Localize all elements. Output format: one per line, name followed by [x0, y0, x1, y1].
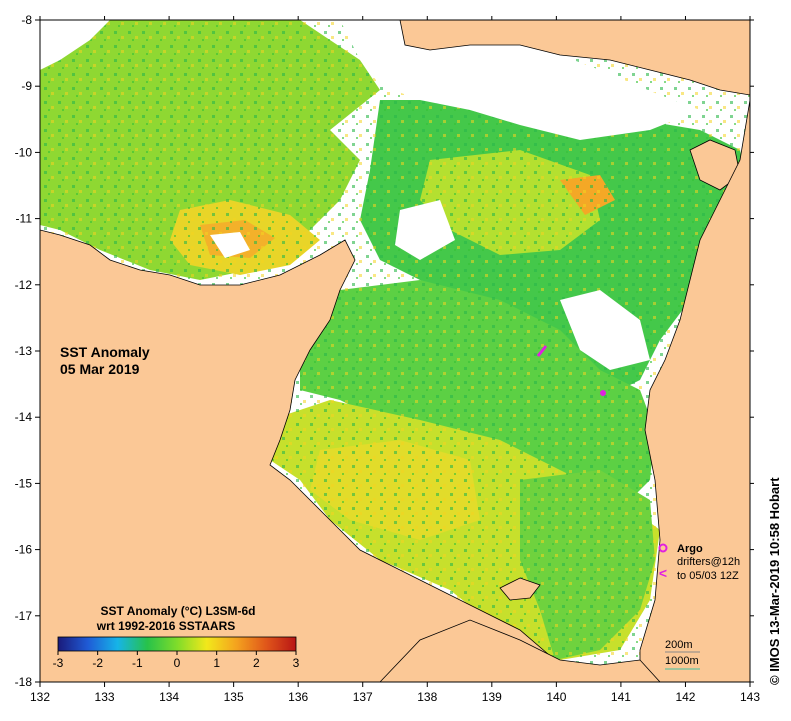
x-tick-label: 137: [353, 690, 373, 704]
land-new-guinea: [399, 20, 750, 96]
x-tick-label: 132: [30, 690, 50, 704]
y-tick-label: -9: [21, 79, 32, 93]
x-tick-label: 136: [288, 690, 308, 704]
legend: Argo drifters@12h < to 05/03 12Z 200m 10…: [658, 543, 740, 670]
land: [40, 20, 750, 682]
colorbar-tick-label: 1: [213, 656, 220, 670]
y-tick-label: -16: [15, 543, 33, 557]
drifter-legend-icon: <: [659, 565, 667, 581]
x-tick-label: 139: [482, 690, 502, 704]
nodata-cloud-5: [210, 232, 250, 258]
y-axis: -8-9-10-11-12-13-14-15-16-17-18: [15, 13, 754, 689]
drifter-track: [536, 345, 548, 357]
argo-legend-icon: [658, 543, 668, 553]
x-tick-label: 135: [224, 690, 244, 704]
colorbar-tick-label: -1: [132, 656, 143, 670]
colorbar-title-line2: wrt 1992-2016 SSTAARS: [96, 619, 236, 633]
x-tick-label: 142: [675, 690, 695, 704]
y-tick-label: -14: [15, 410, 33, 424]
colorbar-tick-label: 0: [174, 656, 181, 670]
map-title-line2: 05 Mar 2019: [60, 361, 140, 377]
sst-field: [40, 20, 750, 682]
y-tick-label: -12: [15, 278, 33, 292]
y-tick-label: -10: [15, 145, 33, 159]
nodata-cloud-4: [560, 290, 650, 370]
colorbar-tick-label: -3: [53, 656, 64, 670]
y-tick-label: -15: [15, 476, 33, 490]
colorbar-tick-label: 3: [293, 656, 300, 670]
x-tick-label: 141: [611, 690, 631, 704]
x-tick-label: 138: [417, 690, 437, 704]
x-axis: 132 133 134 135 136 137 138 139 140 141 142 143: [30, 16, 760, 704]
argo-legend-label: Argo: [677, 543, 703, 555]
drifters-legend-line1: drifters@12h: [677, 556, 740, 568]
drifters-legend-line2: to 05/03 12Z: [677, 570, 739, 582]
colorbar-bar: [57, 636, 297, 652]
x-tick-label: 133: [95, 690, 115, 704]
y-tick-label: -8: [21, 13, 32, 27]
observation-markers: [536, 345, 606, 396]
nodata-cloud-3: [395, 200, 455, 260]
x-tick-label: 143: [740, 690, 760, 704]
land-gulf-south: [379, 619, 661, 682]
x-tick-label: 140: [546, 690, 566, 704]
depth-1000-label: 1000m: [665, 655, 699, 667]
x-tick-label: 134: [159, 690, 179, 704]
map-plot-area: [40, 20, 750, 682]
colorbar-tick-label: 2: [253, 656, 260, 670]
y-tick-label: -18: [15, 675, 33, 689]
colorbar-ticks: -3 -2 -1 0 1 2 3: [53, 651, 300, 670]
copyright-text: © IMOS 13-Mar-2019 10:58 Hobart: [767, 477, 782, 685]
y-tick-label: -17: [15, 609, 33, 623]
argo-float-marker: [600, 390, 606, 396]
colorbar-tick-label: -2: [92, 656, 103, 670]
nodata-cloud-2: [40, 20, 110, 70]
land-arnhem-land: [40, 229, 581, 682]
depth-200-label: 200m: [665, 639, 693, 651]
map-title-line1: SST Anomaly: [60, 344, 150, 360]
colorbar: SST Anomaly (°C) L3SM-6d wrt 1992-2016 S…: [53, 604, 300, 670]
y-tick-label: -11: [16, 212, 33, 226]
colorbar-title-line1: SST Anomaly (°C) L3SM-6d: [100, 604, 255, 618]
y-tick-label: -13: [15, 344, 33, 358]
land-mornington-island: [499, 577, 541, 601]
